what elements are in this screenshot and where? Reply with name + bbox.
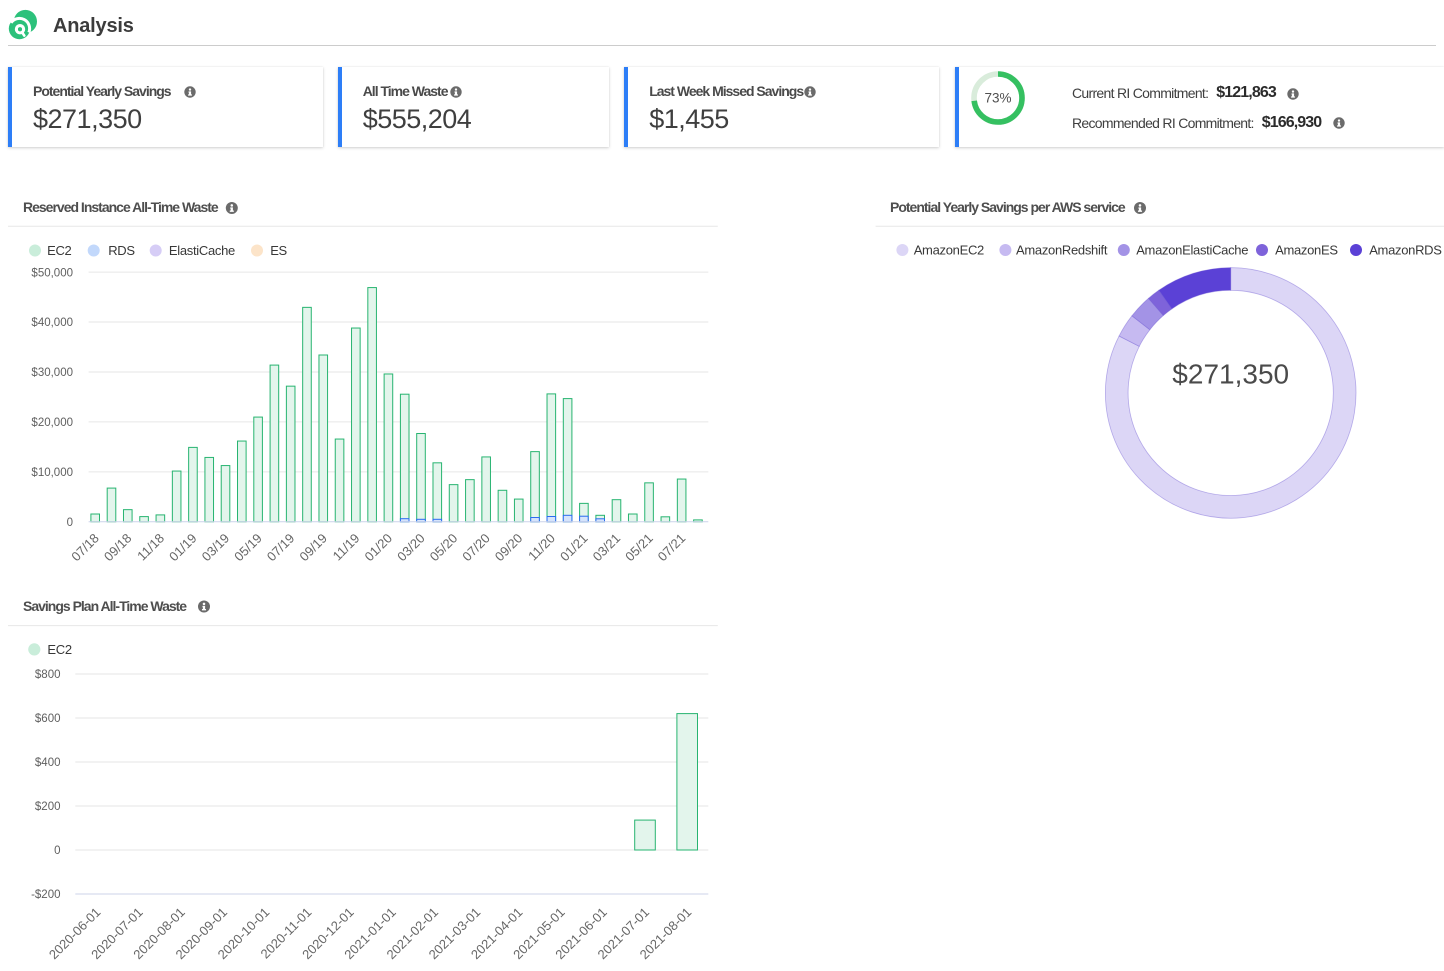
svg-text:73%: 73% — [984, 90, 1011, 105]
svg-text:07/20: 07/20 — [459, 531, 493, 565]
svg-text:01/19: 01/19 — [166, 531, 200, 565]
svg-text:05/20: 05/20 — [427, 531, 461, 565]
svg-text:0: 0 — [54, 845, 60, 857]
svg-text:RDS: RDS — [108, 243, 135, 258]
svg-text:03/21: 03/21 — [590, 531, 624, 565]
svg-text:Savings Plan All-Time Waste: Savings Plan All-Time Waste — [23, 598, 187, 614]
svg-text:$50,000: $50,000 — [31, 267, 73, 279]
svg-text:-$200: -$200 — [31, 889, 60, 901]
svg-text:$20,000: $20,000 — [31, 417, 73, 429]
svg-text:AmazonRDS: AmazonRDS — [1369, 243, 1442, 258]
svg-text:01/21: 01/21 — [557, 531, 591, 565]
svg-text:05/21: 05/21 — [622, 531, 656, 565]
svg-text:03/20: 03/20 — [394, 531, 428, 565]
svg-text:09/19: 09/19 — [296, 531, 330, 565]
svg-text:$10,000: $10,000 — [31, 467, 73, 479]
svg-text:0: 0 — [67, 517, 73, 529]
svg-text:EC2: EC2 — [47, 243, 71, 258]
svg-text:$800: $800 — [35, 669, 61, 681]
svg-text:11/20: 11/20 — [525, 531, 558, 564]
svg-text:$400: $400 — [35, 757, 61, 769]
svg-text:05/19: 05/19 — [231, 531, 265, 565]
svg-text:ES: ES — [270, 243, 287, 258]
svg-text:$271,350: $271,350 — [1172, 359, 1289, 390]
svg-text:11/18: 11/18 — [134, 531, 167, 564]
svg-text:Potential Yearly Savings per A: Potential Yearly Savings per AWS service — [890, 199, 1126, 215]
svg-text:ElastiCache: ElastiCache — [169, 243, 235, 258]
svg-text:$200: $200 — [35, 801, 61, 813]
svg-text:AmazonEC2: AmazonEC2 — [914, 243, 984, 258]
svg-text:$30,000: $30,000 — [31, 367, 73, 379]
svg-text:AmazonRedshift: AmazonRedshift — [1016, 243, 1108, 258]
svg-text:AmazonElastiCache: AmazonElastiCache — [1136, 243, 1248, 258]
svg-text:$600: $600 — [35, 713, 61, 725]
svg-text:07/18: 07/18 — [68, 531, 102, 565]
svg-text:01/20: 01/20 — [362, 531, 396, 565]
svg-text:Reserved Instance All-Time Was: Reserved Instance All-Time Waste — [23, 199, 219, 215]
svg-text:$40,000: $40,000 — [31, 317, 73, 329]
svg-text:03/19: 03/19 — [199, 531, 233, 565]
svg-text:07/19: 07/19 — [264, 531, 298, 565]
svg-text:EC2: EC2 — [47, 642, 71, 657]
svg-text:07/21: 07/21 — [655, 531, 689, 565]
svg-text:09/20: 09/20 — [492, 531, 526, 565]
svg-text:AmazonES: AmazonES — [1275, 243, 1338, 258]
svg-text:09/18: 09/18 — [101, 531, 135, 565]
svg-text:11/19: 11/19 — [330, 531, 363, 564]
